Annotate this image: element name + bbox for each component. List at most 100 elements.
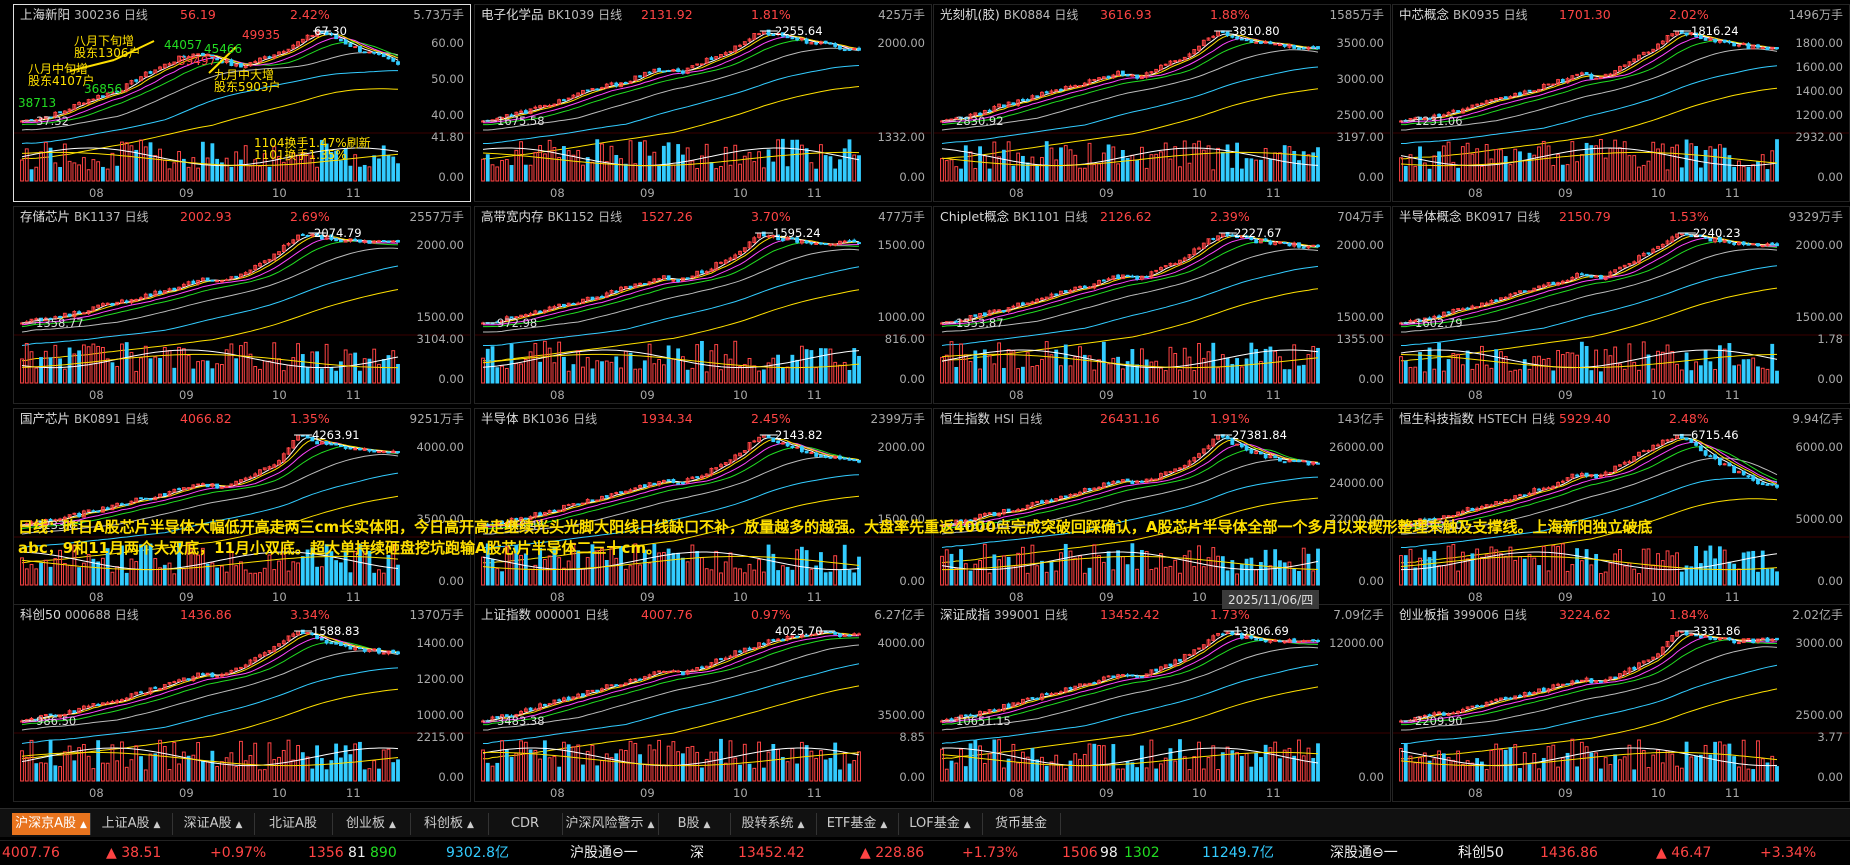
market-tab[interactable]: 货币基金 [982, 813, 1061, 835]
candle-body [1244, 235, 1249, 239]
volume-bar [324, 544, 329, 586]
volume-bar [1278, 758, 1282, 782]
market-tab[interactable]: 深证A股 ▲ [172, 813, 255, 835]
volume-bar [305, 756, 310, 782]
volume-bar [614, 557, 619, 586]
market-tab[interactable]: B股 ▲ [658, 813, 731, 835]
market-tab[interactable]: 上证A股 ▲ [90, 813, 173, 835]
volume-bar [77, 567, 82, 586]
candle-body [1101, 676, 1106, 681]
candle-body [571, 696, 576, 700]
chart-panel[interactable]: 恒生指数 HSI 日线 26431.16 1.91% 143亿手 27381.84 24372… [933, 408, 1391, 606]
candle-body [1575, 273, 1580, 279]
volume-bar [978, 559, 982, 586]
candle-body [733, 254, 738, 259]
volume-bar [86, 169, 91, 182]
volume-bar [110, 362, 115, 384]
volume-bar [847, 763, 852, 782]
market-tab[interactable]: LOF基金 ▲ [898, 813, 983, 835]
volume-bar [1263, 348, 1268, 384]
volume-bar [167, 168, 172, 182]
candle-body [219, 280, 224, 283]
candle-body [1632, 666, 1637, 670]
volume-bar [738, 163, 742, 182]
chart-panel[interactable]: 光刻机(胶) BK0884 日线 3616.93 1.88% 1585万手 3810.80 2… [933, 4, 1391, 202]
candle-body [267, 466, 272, 470]
candle-body [253, 473, 258, 477]
candle-body [1670, 236, 1675, 243]
volume-bar [1225, 144, 1230, 182]
chart-panel[interactable]: 高带宽内存 BK1152 日线 1527.26 3.70% 477万手 1595.24 972… [474, 206, 932, 404]
candle-body [1211, 438, 1216, 447]
volume-bar [1239, 168, 1244, 182]
volume-bar [291, 759, 296, 782]
candle-body [633, 487, 638, 490]
candle-body [780, 639, 785, 642]
chart-panel[interactable]: 存储芯片 BK1137 日线 2002.93 2.69% 2557万手 2074.79 135… [13, 206, 471, 404]
volume-bar [1192, 370, 1197, 384]
volume-bar [1011, 165, 1016, 182]
market-tab[interactable]: 沪深风险警示 ▲ [562, 813, 659, 835]
volume-bar [1689, 566, 1694, 586]
volume-bar [1480, 556, 1484, 586]
candle-body [628, 285, 633, 289]
volume-bar [1135, 767, 1140, 782]
volume-ma-line [21, 349, 399, 369]
chart-panel[interactable]: 国产芯片 BK0891 日线 4066.82 1.35% 9251万手 4263.91 323… [13, 408, 471, 606]
candle-body [1537, 688, 1541, 693]
market-tab[interactable]: 科创板 ▲ [410, 813, 489, 835]
candle-body [514, 316, 519, 319]
market-tab[interactable]: 北证A股 [254, 813, 333, 835]
candle-body [500, 320, 504, 323]
candle-body [124, 697, 129, 700]
candle-body [661, 275, 666, 280]
volume-bar [571, 364, 576, 384]
chart-panel[interactable]: 上证指数 000001 日线 4007.76 0.97% 6.27亿手 4025.70 348… [474, 604, 932, 802]
volume-bar [1030, 156, 1035, 182]
market-tab[interactable]: 股转系统 ▲ [730, 813, 817, 835]
low-price-label: 1358.77 [36, 316, 84, 330]
volume-bar [101, 762, 105, 782]
ma5-line [21, 632, 399, 722]
market-tab[interactable]: 沪深京A股 ▲ [12, 813, 91, 835]
panel-code: BK0917 [1465, 210, 1513, 224]
market-tab[interactable]: CDR [488, 813, 563, 835]
candle-body [43, 116, 48, 119]
volume-bar [1527, 554, 1532, 586]
candle-body [1646, 449, 1651, 452]
chart-panel[interactable]: 半导体 BK1036 日线 1934.34 2.45% 2399万手 2143.82 1448… [474, 408, 932, 606]
chart-panel[interactable]: 上海新阳 300236 日线 56.19 2.42% 5.73万手 67.30 37.32 60… [13, 4, 471, 202]
chart-panel[interactable]: 科创50 000688 日线 1436.86 3.34% 1370万手 1588.83 986… [13, 604, 471, 802]
chart-panel[interactable]: 半导体概念 BK0917 日线 2150.79 1.53% 9329万手 2240.23 16… [1392, 206, 1850, 404]
candle-body [1537, 488, 1541, 491]
sgt-link[interactable]: 深股通⊖一 [1330, 845, 1398, 861]
volume-bar [761, 369, 766, 384]
chart-panel[interactable]: 中芯概念 BK0935 日线 1701.30 2.02% 1496万手 1816.24 123… [1392, 4, 1850, 202]
volume-axis-label: 0.00 [1358, 770, 1384, 784]
candle-body [1040, 500, 1044, 504]
volume-bar [1306, 354, 1311, 384]
volume-bar [709, 569, 714, 586]
candle-body [690, 476, 695, 480]
ma5-line [1401, 632, 1778, 722]
chart-panel[interactable]: Chiplet概念 BK1101 日线 2126.62 2.39% 704万手 2227.6… [933, 206, 1391, 404]
candle-body [210, 279, 215, 282]
candle-body [1254, 638, 1259, 641]
chart-panel[interactable]: 深证成指 399001 日线 13452.42 1.73% 7.09亿手 13806.69 1… [933, 604, 1391, 802]
candle-body [723, 462, 728, 465]
chart-panel[interactable]: 电子化学品 BK1039 日线 2131.92 1.81% 425万手 2255.64 167… [474, 4, 932, 202]
candle-body [386, 56, 391, 60]
panel-volume: 425万手 [878, 8, 925, 22]
volume-bar [1049, 147, 1054, 182]
hgt-link[interactable]: 沪股通⊖一 [570, 845, 638, 861]
market-tab[interactable]: ETF基金 ▲ [816, 813, 899, 835]
market-tab[interactable]: 创业板 ▲ [332, 813, 411, 835]
price-axis-label: 4000.00 [416, 440, 464, 454]
volume-bar [1537, 565, 1541, 586]
chart-panel[interactable]: 恒生科技指数 HSTECH 日线 5929.40 2.48% 9.94亿手 6715.46 5… [1392, 408, 1850, 606]
volume-bar [1025, 352, 1030, 384]
commentary-line-1: 日线：昨日A股芯片半导体大幅低开高走两三cm长实体阳，今日高开高走继续光头光脚大… [18, 518, 1653, 536]
volume-bar [959, 748, 963, 782]
chart-panel[interactable]: 创业板指 399006 日线 3224.62 1.84% 2.02亿手 3331.86 220… [1392, 604, 1850, 802]
candle-body [77, 707, 82, 714]
